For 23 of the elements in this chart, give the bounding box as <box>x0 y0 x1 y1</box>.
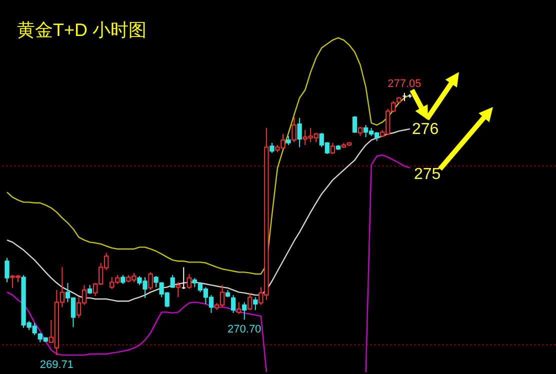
candlestick <box>148 272 153 291</box>
annotation: 270.70 <box>228 324 262 336</box>
candlestick <box>231 294 236 314</box>
candlestick <box>170 274 175 288</box>
annotation: 276 <box>412 121 439 139</box>
candlestick <box>192 277 197 288</box>
candlestick <box>330 142 335 154</box>
candlestick <box>236 302 242 314</box>
candlestick <box>186 273 192 290</box>
candlestick <box>154 276 158 288</box>
candlestick <box>292 116 296 143</box>
candlestick <box>4 257 10 283</box>
text: 黄金T+D 小时图 <box>17 19 147 42</box>
candlestick <box>242 302 247 320</box>
candlestick <box>176 282 180 298</box>
text: 275 <box>414 166 441 184</box>
candlestick <box>253 296 258 311</box>
annotation: 277.05 <box>388 78 422 90</box>
annotation: 269.71 <box>40 359 74 372</box>
candlestick <box>248 292 252 311</box>
candlestick <box>297 117 302 148</box>
candlestick <box>270 142 274 154</box>
candlestick <box>352 116 358 134</box>
